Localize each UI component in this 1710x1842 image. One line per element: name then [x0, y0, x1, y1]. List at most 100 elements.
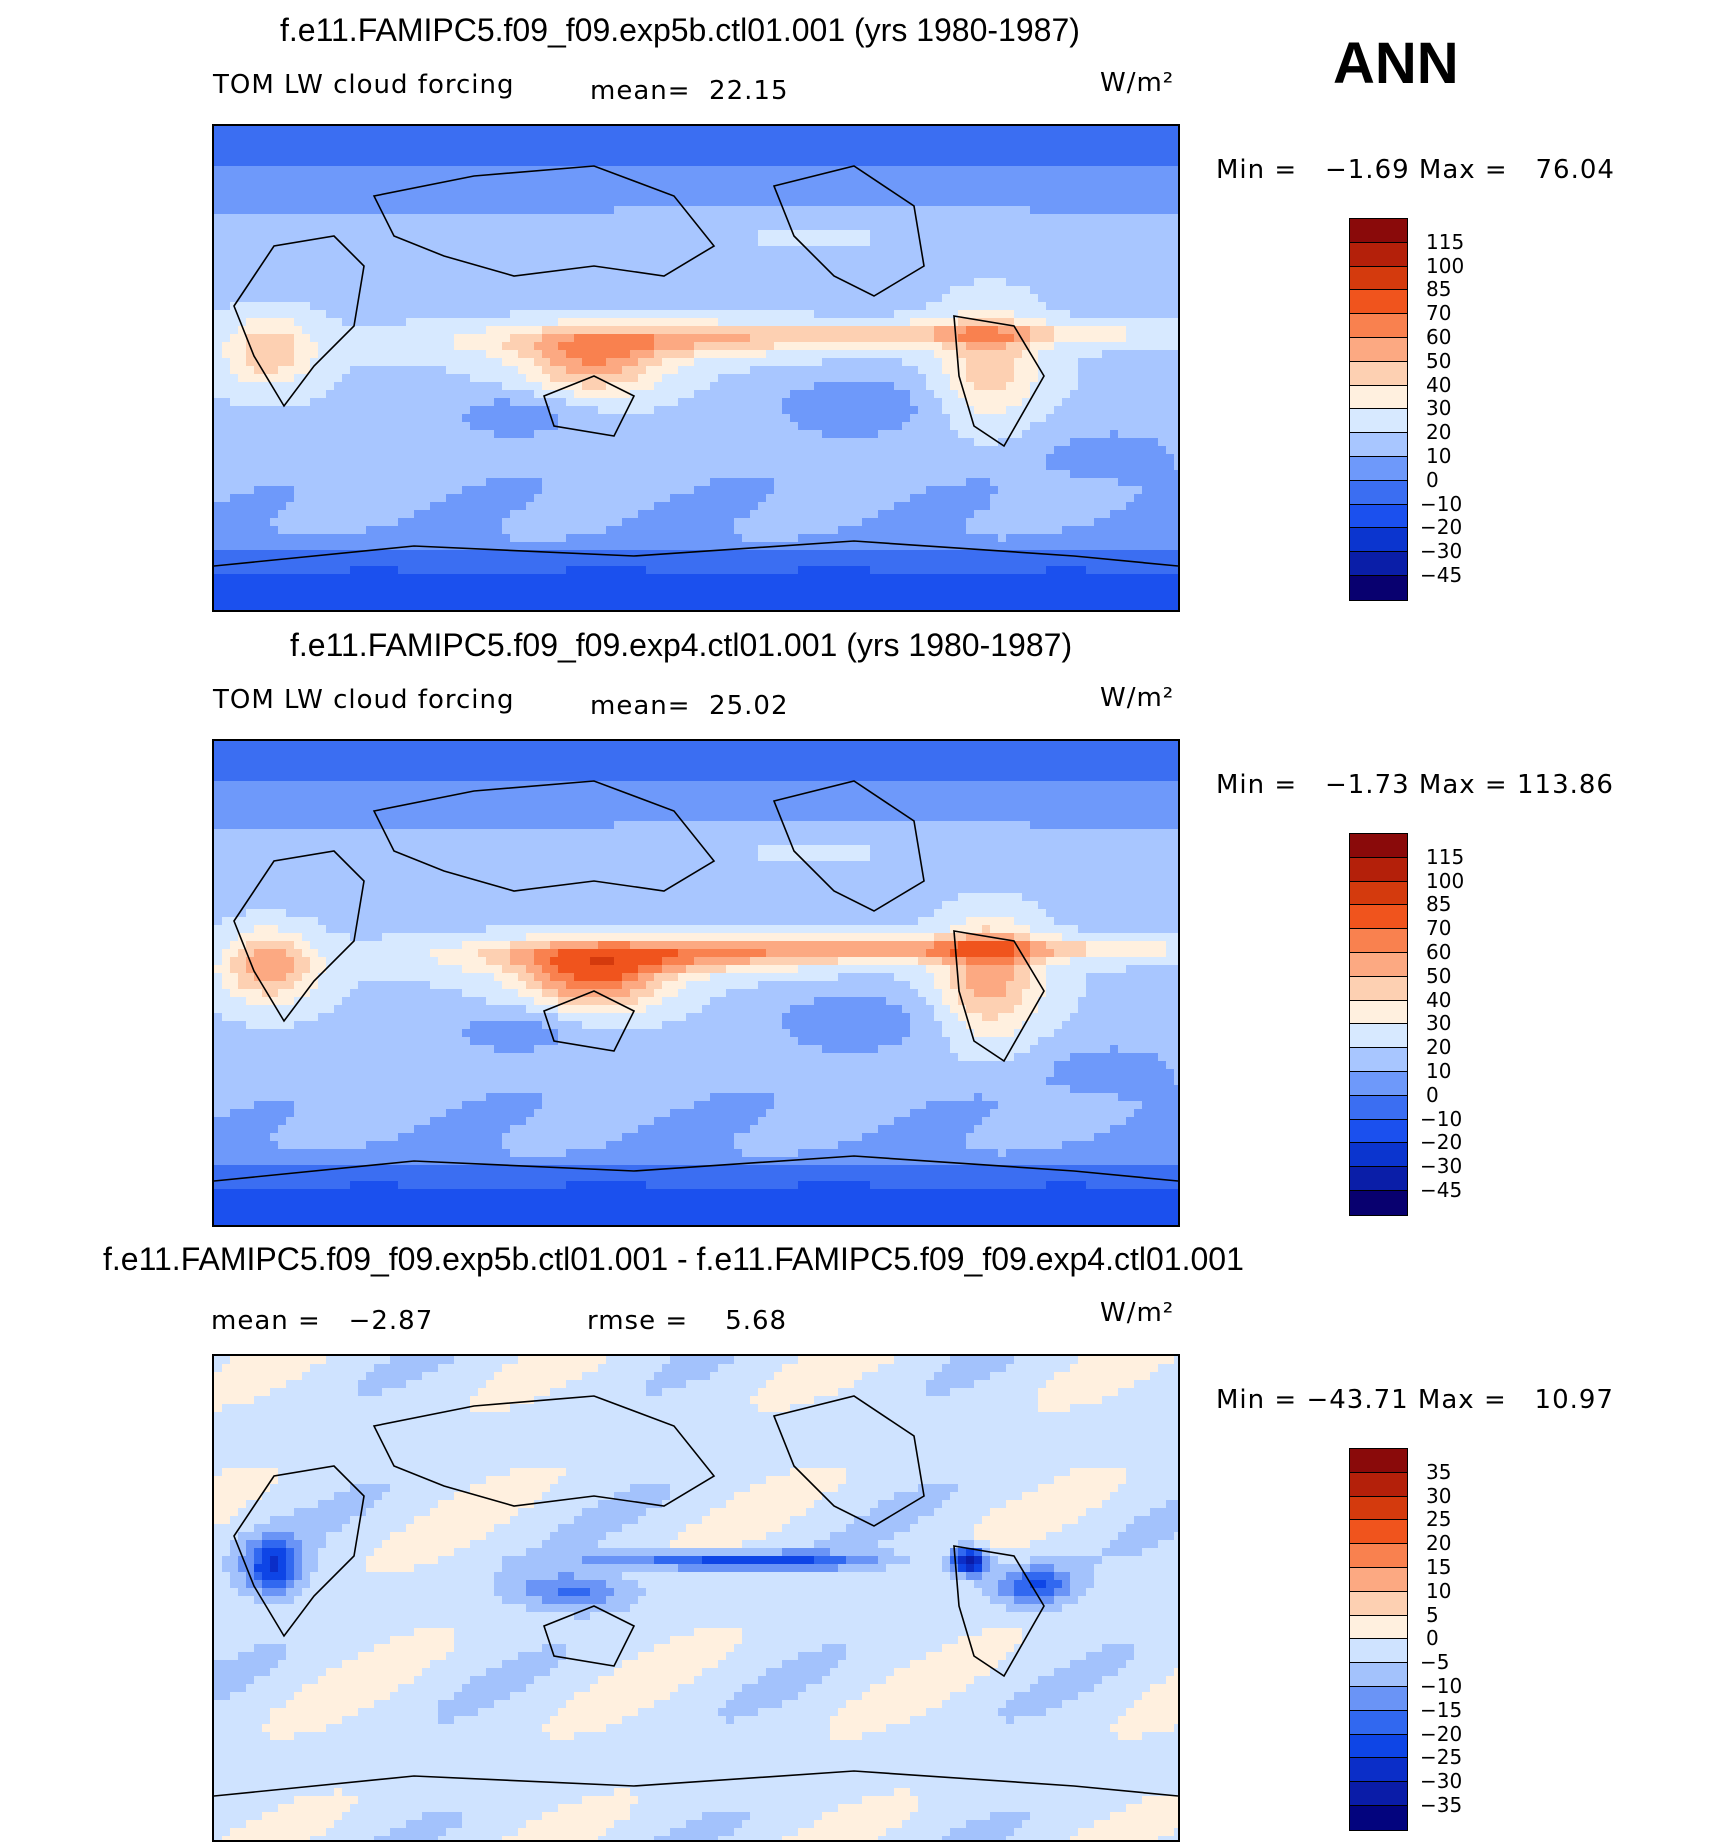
contour-cell: [358, 142, 367, 151]
contour-cell: [270, 286, 279, 295]
contour-cell: [846, 390, 855, 399]
contour-cell: [374, 430, 383, 439]
contour-cell: [854, 262, 863, 271]
contour-cell: [1070, 206, 1079, 215]
contour-cell: [318, 190, 327, 199]
contour-cell: [294, 430, 303, 439]
contour-cell: [878, 270, 887, 279]
contour-cell: [1174, 422, 1178, 431]
contour-cell: [478, 382, 487, 391]
contour-cell: [886, 222, 895, 231]
contour-cell: [670, 350, 679, 359]
contour-cell: [1046, 198, 1055, 207]
contour-cell: [694, 326, 703, 335]
contour-cell: [278, 182, 287, 191]
contour-cell: [718, 366, 727, 375]
contour-cell: [486, 166, 495, 175]
contour-cell: [278, 214, 287, 223]
contour-cell: [510, 158, 519, 167]
contour-cell: [1126, 334, 1135, 343]
contour-cell: [1166, 278, 1175, 287]
contour-cell: [918, 374, 927, 383]
contour-cell: [422, 446, 431, 455]
contour-cell: [566, 190, 575, 199]
contour-cell: [214, 150, 223, 159]
contour-cell: [302, 174, 311, 183]
contour-cell: [310, 278, 319, 287]
contour-cell: [478, 446, 487, 455]
contour-cell: [454, 286, 463, 295]
contour-cell: [222, 166, 231, 175]
contour-cell: [230, 350, 239, 359]
contour-cell: [374, 206, 383, 215]
contour-cell: [782, 382, 791, 391]
contour-cell: [438, 422, 447, 431]
contour-cell: [334, 406, 343, 415]
contour-cell: [358, 430, 367, 439]
contour-cell: [1102, 390, 1111, 399]
contour-cell: [830, 174, 839, 183]
contour-cell: [462, 254, 471, 263]
contour-cell: [398, 302, 407, 311]
contour-cell: [1142, 358, 1151, 367]
contour-cell: [302, 158, 311, 167]
contour-cell: [1086, 238, 1095, 247]
contour-cell: [326, 374, 335, 383]
contour-cell: [238, 446, 247, 455]
contour-cell: [526, 358, 535, 367]
contour-cell: [942, 374, 951, 383]
contour-cell: [950, 334, 959, 343]
contour-cell: [766, 150, 775, 159]
contour-cell: [574, 222, 583, 231]
contour-cell: [214, 222, 223, 231]
contour-cell: [494, 134, 503, 143]
contour-cell: [1062, 342, 1071, 351]
contour-cell: [910, 134, 919, 143]
contour-cell: [366, 430, 375, 439]
contour-cell: [278, 190, 287, 199]
contour-cell: [686, 230, 695, 239]
contour-cell: [1110, 286, 1119, 295]
contour-cell: [342, 174, 351, 183]
contour-cell: [694, 206, 703, 215]
contour-cell: [630, 238, 639, 247]
contour-cell: [398, 198, 407, 207]
contour-cell: [1070, 310, 1079, 319]
contour-cell: [1110, 366, 1119, 375]
contour-cell: [758, 406, 767, 415]
contour-cell: [750, 294, 759, 303]
contour-cell: [894, 286, 903, 295]
contour-cell: [518, 398, 527, 407]
contour-cell: [406, 126, 415, 135]
contour-cell: [462, 134, 471, 143]
contour-cell: [902, 374, 911, 383]
contour-cell: [670, 446, 679, 455]
contour-cell: [526, 366, 535, 375]
contour-cell: [766, 246, 775, 255]
contour-cell: [582, 222, 591, 231]
contour-cell: [550, 182, 559, 191]
contour-cell: [278, 222, 287, 231]
contour-cell: [534, 390, 543, 399]
contour-cell: [886, 182, 895, 191]
contour-cell: [470, 270, 479, 279]
contour-cell: [462, 326, 471, 335]
contour-cell: [318, 142, 327, 151]
contour-cell: [918, 126, 927, 135]
contour-cell: [902, 406, 911, 415]
contour-cell: [438, 390, 447, 399]
contour-cell: [542, 182, 551, 191]
contour-cell: [958, 214, 967, 223]
contour-cell: [1174, 142, 1178, 151]
contour-cell: [950, 150, 959, 159]
contour-cell: [1094, 198, 1103, 207]
contour-cell: [966, 230, 975, 239]
contour-cell: [446, 390, 455, 399]
contour-cell: [318, 406, 327, 415]
contour-cell: [814, 142, 823, 151]
contour-cell: [262, 286, 271, 295]
contour-cell: [422, 438, 431, 447]
contour-cell: [758, 286, 767, 295]
contour-cell: [494, 406, 503, 415]
contour-cell: [998, 366, 1007, 375]
